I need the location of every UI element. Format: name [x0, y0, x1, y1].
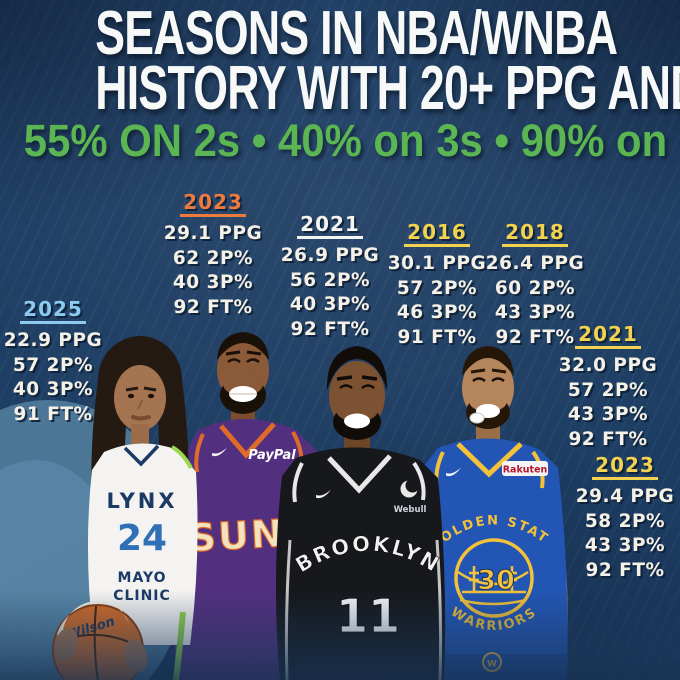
- stat-2p: 57 2P%: [12, 354, 94, 376]
- lynx-number-text: 24: [117, 518, 167, 559]
- subtitle-criteria: 55% ON 2s • 40% on 3s • 90% on FTs: [23, 115, 680, 166]
- stat-block-2021-right: 2021 32.0 PPG 57 2P% 43 3P% 92 FT%: [548, 322, 668, 452]
- stat-block-2025: 2025 22.9 PPG 57 2P% 40 3P% 91 FT%: [0, 297, 113, 427]
- stat-2p: 60 2P%: [494, 277, 576, 299]
- stat-ppg: 29.4 PPG: [575, 486, 675, 507]
- stat-3p: 43 3P%: [584, 535, 666, 556]
- stat-ppg: 26.4 PPG: [485, 253, 585, 274]
- stat-ppg: 29.1 PPG: [163, 223, 263, 244]
- lynx-team-text: LYNX: [106, 489, 177, 513]
- stat-ppg: 30.1 PPG: [387, 253, 487, 274]
- warriors-sponsor-text: Rakuten: [503, 465, 548, 476]
- stat-year: 2023: [180, 190, 246, 217]
- stat-ft: 92 FT%: [495, 326, 575, 348]
- stat-ppg: 32.0 PPG: [558, 355, 658, 376]
- stat-block-2018: 2018 26.4 PPG 60 2P% 43 3P% 92 FT%: [475, 220, 595, 350]
- stat-ft: 92 FT%: [568, 428, 648, 450]
- header: SEASONS IN NBA/WNBA HISTORY WITH 20+ PPG…: [0, 0, 680, 166]
- stat-ft: 92 FT%: [290, 318, 370, 340]
- stat-2p: 58 2P%: [584, 510, 666, 532]
- stat-block-2021-center: 2021 26.9 PPG 56 2P% 40 3P% 92 FT%: [270, 212, 390, 342]
- stat-ppg: 22.9 PPG: [3, 330, 103, 351]
- stat-ft: 91 FT%: [397, 326, 477, 348]
- stat-3p: 40 3P%: [12, 379, 94, 400]
- lynx-sponsor-line1-text: MAYO: [118, 570, 167, 586]
- stat-year: 2021: [297, 212, 363, 239]
- stat-ft: 92 FT%: [585, 559, 665, 581]
- stat-2p: 57 2P%: [396, 277, 478, 299]
- title-line-2: HISTORY WITH 20+ PPG AND: [95, 54, 680, 123]
- stat-3p: 43 3P%: [494, 302, 576, 323]
- stat-ppg: 26.9 PPG: [280, 245, 380, 266]
- stat-year: 2025: [20, 297, 86, 324]
- stat-ft: 91 FT%: [13, 403, 93, 425]
- stat-year: 2016: [404, 220, 470, 247]
- stat-year: 2023: [592, 453, 658, 480]
- suns-sponsor-text: PayPal: [248, 448, 296, 463]
- stat-2p: 56 2P%: [289, 269, 371, 291]
- stat-year: 2021: [575, 322, 641, 349]
- nets-sponsor-text: Webull: [394, 505, 427, 515]
- stat-3p: 43 3P%: [567, 404, 649, 425]
- title-line-1: SEASONS IN NBA/WNBA: [95, 0, 618, 68]
- stat-3p: 40 3P%: [172, 272, 254, 293]
- stat-ft: 92 FT%: [173, 296, 253, 318]
- stat-block-2023-right: 2023 29.4 PPG 58 2P% 43 3P% 92 FT%: [567, 453, 680, 583]
- stat-year: 2018: [502, 220, 568, 247]
- stat-block-2016: 2016 30.1 PPG 57 2P% 46 3P% 91 FT%: [377, 220, 497, 350]
- stat-block-2023-left: 2023 29.1 PPG 62 2P% 40 3P% 92 FT%: [153, 190, 273, 320]
- stat-2p: 57 2P%: [567, 379, 649, 401]
- bottom-fade-overlay: [0, 590, 680, 680]
- stat-2p: 62 2P%: [172, 247, 254, 269]
- stat-3p: 46 3P%: [396, 302, 478, 323]
- stat-3p: 40 3P%: [289, 294, 371, 315]
